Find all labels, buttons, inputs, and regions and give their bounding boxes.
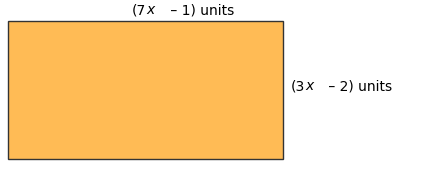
Text: $x$: $x$	[146, 3, 157, 17]
Bar	[8, 21, 283, 159]
Text: – 1) units: – 1) units	[166, 3, 234, 17]
Text: $x$: $x$	[305, 80, 315, 93]
Text: (7: (7	[132, 3, 146, 17]
Text: (3: (3	[290, 80, 305, 93]
Text: – 2) units: – 2) units	[324, 80, 393, 93]
